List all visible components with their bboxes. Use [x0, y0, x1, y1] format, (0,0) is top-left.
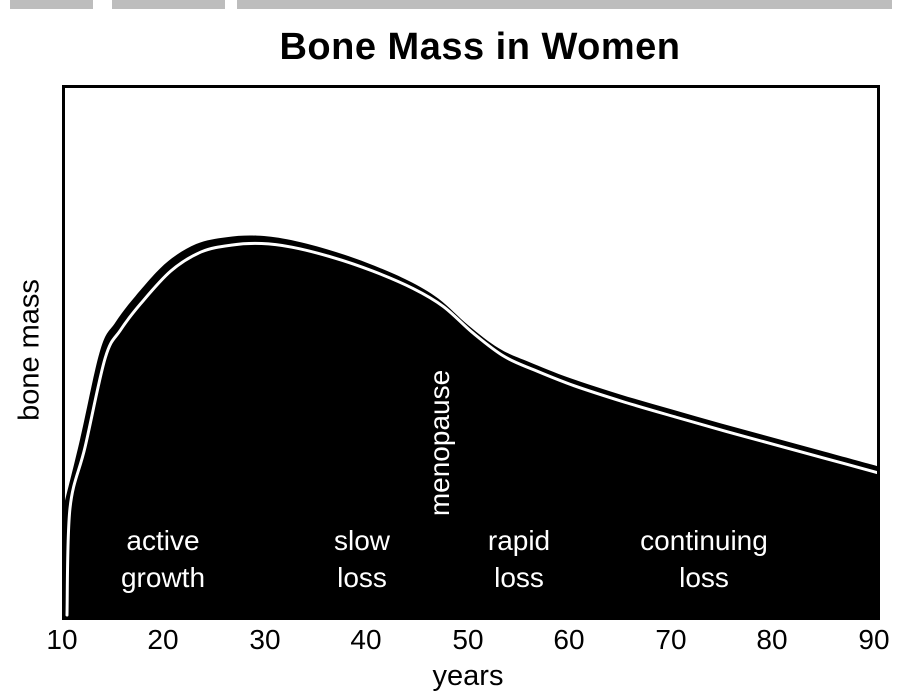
x-tick-30: 30	[249, 624, 281, 655]
x-tick-80: 80	[756, 624, 788, 655]
x-tick-20: 20	[147, 624, 179, 655]
scan-artifact	[112, 0, 225, 9]
scan-artifact	[237, 0, 892, 9]
y-axis-label: bone mass	[13, 279, 46, 421]
annotation-continuing-loss: continuing loss	[640, 525, 768, 593]
x-tick-90: 90	[858, 624, 890, 655]
x-tick-60: 60	[553, 624, 585, 655]
bone-mass-filled-area	[65, 235, 877, 617]
plot-area	[62, 85, 880, 620]
x-tick-40: 40	[350, 624, 382, 655]
annotation-slow-loss: slow loss	[333, 525, 391, 593]
x-tick-70: 70	[655, 624, 687, 655]
annotation-menopause: menopause	[424, 369, 455, 517]
inner-white-curve	[65, 241, 877, 617]
x-tick-10: 10	[46, 624, 78, 655]
annotation-rapid-loss: rapid loss	[487, 525, 551, 593]
annotation-active-growth: active growth	[120, 525, 206, 593]
chart-title: Bone Mass in Women	[279, 26, 681, 68]
bone-mass-area-chart	[65, 235, 877, 617]
scan-artifact	[10, 0, 93, 9]
x-tick-50: 50	[452, 624, 484, 655]
x-axis-label: years	[432, 660, 504, 692]
